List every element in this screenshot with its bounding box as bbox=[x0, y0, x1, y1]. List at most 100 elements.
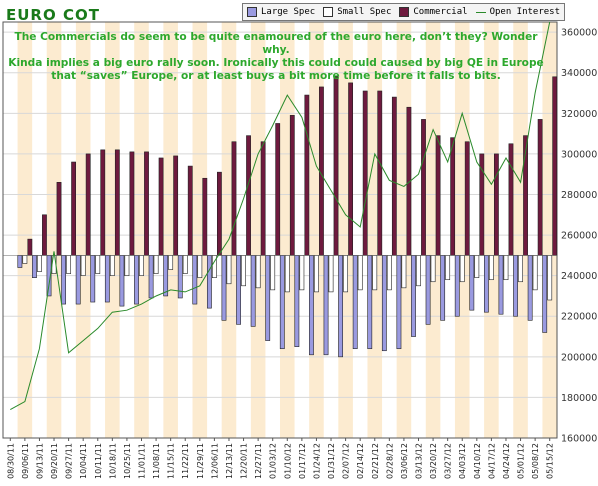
legend-item-open-interest: Open Interest bbox=[475, 7, 561, 17]
bar-small-spec bbox=[299, 255, 305, 291]
bar-commercial bbox=[27, 238, 33, 256]
bar-small-spec bbox=[37, 255, 42, 272]
bar-commercial bbox=[260, 141, 266, 256]
x-tick-label: 10/18/11 bbox=[108, 443, 117, 479]
y-tick-label: 160000 bbox=[561, 434, 597, 445]
bar-small-spec bbox=[518, 255, 523, 283]
bar-small-spec bbox=[153, 255, 159, 274]
bar-commercial bbox=[71, 161, 77, 256]
bar-large-spec bbox=[250, 255, 256, 327]
bar-small-spec bbox=[372, 255, 378, 291]
legend-label-commercial: Commercial bbox=[413, 7, 468, 17]
bar-large-spec bbox=[265, 255, 271, 341]
bar-small-spec bbox=[139, 255, 144, 276]
bar-commercial bbox=[333, 76, 339, 256]
bar-large-spec bbox=[338, 255, 344, 358]
y-tick-label: 200000 bbox=[561, 352, 597, 363]
bar-commercial bbox=[56, 182, 62, 256]
bar-commercial bbox=[464, 141, 470, 256]
bar-large-spec bbox=[367, 255, 373, 350]
y-tick-label: 320000 bbox=[561, 109, 597, 120]
x-tick-label: 01/31/12 bbox=[327, 443, 336, 479]
x-tick-label: 11/22/11 bbox=[181, 443, 190, 479]
stripe-band bbox=[75, 22, 91, 438]
bar-commercial bbox=[348, 82, 354, 256]
legend-swatch-small-spec bbox=[323, 7, 334, 17]
bar-large-spec bbox=[206, 255, 212, 309]
bar-commercial bbox=[202, 177, 208, 256]
x-tick-label: 11/01/11 bbox=[138, 443, 147, 479]
y-tick-label: 340000 bbox=[561, 68, 597, 79]
bar-small-spec bbox=[241, 255, 246, 287]
x-tick-label: 12/13/11 bbox=[225, 443, 234, 479]
bar-large-spec bbox=[148, 255, 154, 299]
stripe-band bbox=[484, 22, 499, 438]
bar-large-spec bbox=[440, 255, 446, 321]
bar-small-spec bbox=[109, 255, 115, 276]
bar-commercial bbox=[421, 119, 426, 256]
legend-item-large-spec: Large Spec bbox=[247, 7, 315, 17]
bar-large-spec bbox=[381, 255, 387, 352]
legend-label-open-interest: Open Interest bbox=[489, 7, 561, 17]
legend-item-commercial: Commercial bbox=[399, 7, 468, 17]
bar-commercial bbox=[114, 149, 120, 256]
bar-small-spec bbox=[66, 255, 72, 274]
x-tick-label: 12/06/11 bbox=[210, 443, 219, 479]
bar-commercial bbox=[187, 165, 193, 256]
x-tick-label: 09/27/11 bbox=[65, 443, 74, 479]
annotation-text: The Commercials do seem to be quite enam… bbox=[6, 31, 546, 83]
bar-large-spec bbox=[90, 255, 96, 303]
chart-title: EURO COT bbox=[6, 6, 100, 24]
bar-large-spec bbox=[527, 255, 533, 321]
bar-small-spec bbox=[95, 255, 101, 274]
bar-large-spec bbox=[294, 255, 300, 347]
bar-small-spec bbox=[416, 255, 421, 287]
x-tick-label: 01/24/12 bbox=[312, 443, 321, 479]
open-interest-line bbox=[10, 21, 551, 411]
legend-label-large-spec: Large Spec bbox=[261, 7, 316, 17]
bar-small-spec bbox=[328, 255, 334, 293]
x-tick-label: 01/10/12 bbox=[283, 443, 292, 479]
bar-small-spec bbox=[270, 255, 276, 291]
bar-large-spec bbox=[396, 255, 402, 350]
x-tick-label: 10/04/11 bbox=[79, 443, 88, 479]
bar-commercial bbox=[537, 119, 543, 256]
bar-small-spec bbox=[386, 255, 392, 291]
bar-commercial bbox=[246, 135, 251, 256]
bar-commercial bbox=[493, 153, 499, 256]
x-tick-label: 02/07/12 bbox=[342, 443, 351, 479]
bar-commercial bbox=[158, 157, 164, 256]
x-tick-label: 12/20/11 bbox=[240, 443, 249, 479]
x-tick-label: 11/08/11 bbox=[152, 443, 161, 479]
x-tick-label: 03/06/12 bbox=[400, 443, 409, 479]
bar-small-spec bbox=[255, 255, 261, 289]
bar-small-spec bbox=[547, 255, 553, 301]
bar-small-spec bbox=[22, 255, 28, 264]
x-tick-label: 08/30/11 bbox=[6, 443, 15, 479]
x-tick-label: 10/11/11 bbox=[94, 443, 103, 479]
bar-large-spec bbox=[352, 255, 358, 350]
x-tick-label: 03/20/12 bbox=[429, 443, 438, 479]
bar-large-spec bbox=[469, 255, 475, 311]
x-tick-label: 05/01/12 bbox=[517, 443, 526, 479]
bar-small-spec bbox=[532, 255, 538, 291]
bar-large-spec bbox=[61, 255, 67, 305]
bar-commercial bbox=[231, 141, 237, 256]
legend-swatch-commercial bbox=[399, 7, 410, 17]
annotation-line-1: The Commercials do seem to be quite enam… bbox=[14, 31, 538, 56]
y-tick-label: 180000 bbox=[561, 393, 597, 404]
stripe-band bbox=[46, 22, 62, 438]
bar-large-spec bbox=[323, 255, 329, 356]
x-tick-label: 02/28/12 bbox=[385, 443, 394, 479]
bar-large-spec bbox=[498, 255, 504, 315]
bar-commercial bbox=[275, 123, 281, 256]
stripe-band bbox=[163, 22, 178, 438]
bar-commercial bbox=[508, 143, 514, 256]
bar-small-spec bbox=[445, 255, 451, 281]
stripe-band bbox=[250, 22, 266, 438]
bar-commercial bbox=[289, 115, 295, 256]
bar-large-spec bbox=[542, 255, 548, 333]
bar-commercial bbox=[129, 151, 135, 256]
